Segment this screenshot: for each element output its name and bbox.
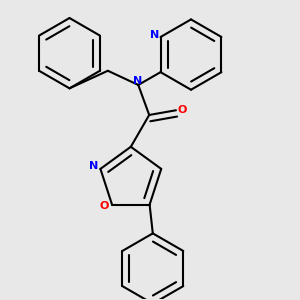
- Text: N: N: [150, 30, 159, 40]
- Text: O: O: [99, 201, 109, 211]
- Text: O: O: [177, 105, 186, 115]
- Text: N: N: [89, 161, 98, 171]
- Text: N: N: [133, 76, 142, 86]
